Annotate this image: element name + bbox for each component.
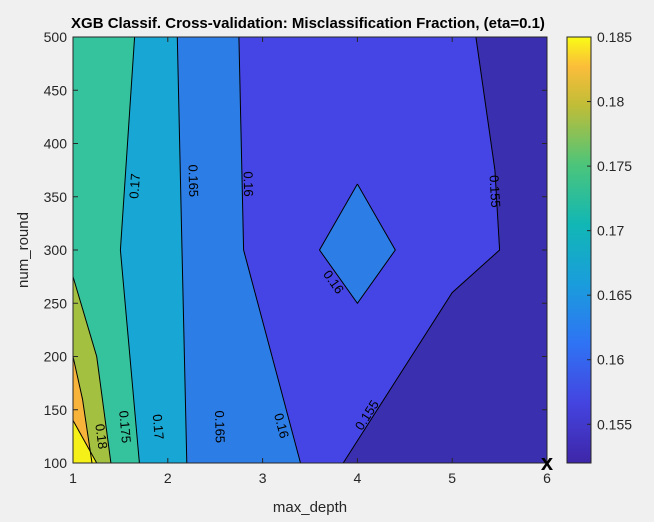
contour-fill-0.17_0.175 (73, 37, 140, 463)
y-tick-label: 350 (44, 189, 68, 205)
contour-label: 0.17 (150, 414, 167, 441)
contour-line-0.16 (318, 183, 396, 305)
contour-fill-0.16_0.165 (177, 37, 301, 463)
colorbar-tick-label: 0.18 (597, 94, 624, 110)
contour-label: 0.17 (126, 173, 143, 199)
contour-line-0.18 (73, 356, 93, 463)
contour-line-0.175 (73, 276, 112, 463)
colorbar-tick-label: 0.16 (597, 352, 624, 368)
contour-label: 0.18 (92, 423, 110, 450)
y-axis: 100 150 200 250 300 350 400 450 500 (44, 29, 547, 471)
contour-fill-0.175_0.18 (73, 276, 111, 463)
y-tick-label: 250 (44, 295, 68, 311)
x-axis: 1 2 3 4 5 6 (69, 37, 551, 486)
contour-line-0.155 (342, 37, 501, 463)
colorbar-tick-label: 0.175 (597, 158, 632, 174)
contour-lines (73, 37, 501, 463)
colorbar: 0.155 0.16 0.165 0.17 0.175 0.18 0.185 (566, 29, 632, 464)
x-axis-label: max_depth (273, 499, 347, 516)
contour-line-0.175 (73, 420, 98, 463)
y-tick-label: 200 (44, 349, 68, 365)
contour-label: 0.165 (212, 410, 228, 443)
contour-line-0.16 (238, 37, 301, 463)
y-tick-label: 400 (44, 136, 68, 152)
colorbar-ticks: 0.155 0.16 0.165 0.17 0.175 0.18 0.185 (587, 29, 632, 432)
x-tick-label: 1 (69, 470, 77, 486)
x-tick-label: 6 (543, 470, 551, 486)
y-tick-label: 150 (44, 402, 68, 418)
contour-line-0.165 (176, 37, 188, 463)
x-tick-label: 5 (448, 470, 456, 486)
colorbar-tick-label: 0.17 (597, 223, 624, 239)
contour-fill-below_0.155 (343, 37, 547, 463)
x-tick-label: 4 (354, 470, 362, 486)
colorbar-tick-label: 0.155 (597, 416, 632, 432)
y-tick-label: 300 (44, 242, 68, 258)
contour-label: 0.16 (241, 171, 257, 197)
y-tick-label: 500 (44, 29, 68, 45)
contour-line-0.17 (119, 37, 140, 463)
colorbar-tick-label: 0.165 (597, 287, 632, 303)
contour-fill-0.165_0.17 (120, 37, 187, 463)
colorbar-gradient (566, 36, 592, 464)
y-axis-label: num_round (15, 212, 32, 288)
x-tick-label: 3 (259, 470, 267, 486)
contour-fills (73, 37, 547, 463)
y-tick-label: 100 (44, 455, 68, 471)
contour-label: 0.16 (271, 412, 292, 440)
marker-x: x (541, 450, 554, 475)
chart-title: XGB Classif. Cross-validation: Misclassi… (71, 15, 545, 32)
colorbar-tick-label: 0.185 (597, 29, 632, 45)
x-tick-label: 2 (164, 470, 172, 486)
contour-label: 0.155 (486, 175, 503, 208)
y-tick-label: 450 (44, 82, 68, 98)
contour-label: 0.175 (116, 410, 134, 444)
contour-label: 0.165 (186, 164, 202, 197)
contour-fill-0.16_0.165 (319, 184, 396, 304)
